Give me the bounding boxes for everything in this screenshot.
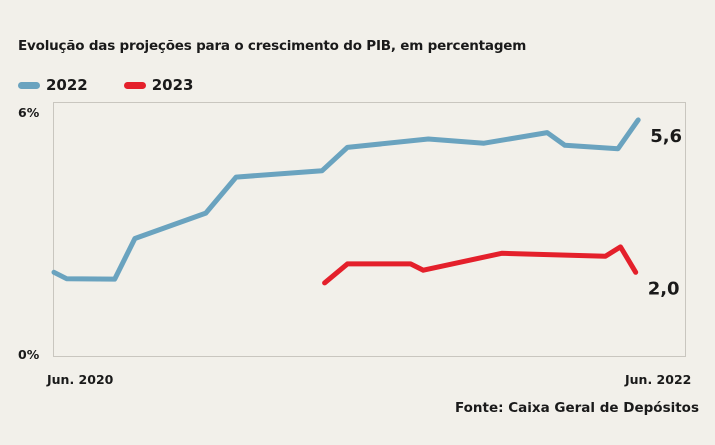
y-tick-label-bottom: 0%: [18, 347, 40, 362]
chart-title: Evolução das projeções para o cresciment…: [18, 38, 527, 54]
y-tick-label-top: 6%: [18, 105, 40, 120]
source-note: Fonte: Caixa Geral de Depósitos: [454, 400, 699, 416]
x-tick-label-end: Jun. 2022: [625, 372, 692, 387]
plot-frame: [53, 102, 686, 357]
legend: 2022 2023: [18, 76, 230, 94]
legend-item-2022: 2022: [18, 76, 88, 94]
legend-label-2023: 2023: [151, 76, 194, 94]
series-line-2023: [322, 244, 639, 286]
legend-label-2022: 2022: [46, 76, 88, 94]
end-value-label-2022: 5,6: [650, 126, 682, 147]
series-line-2022: [51, 117, 641, 282]
end-labels-layer: 5,6 2,0: [648, 126, 682, 299]
legend-swatch-2022: [18, 81, 40, 89]
legend-item-2023: 2023: [123, 76, 194, 94]
end-value-label-2023: 2,0: [648, 278, 680, 299]
legend-swatch-2023: [123, 81, 146, 89]
series-layer: [51, 117, 641, 286]
x-tick-label-start: Jun. 2020: [47, 372, 114, 387]
